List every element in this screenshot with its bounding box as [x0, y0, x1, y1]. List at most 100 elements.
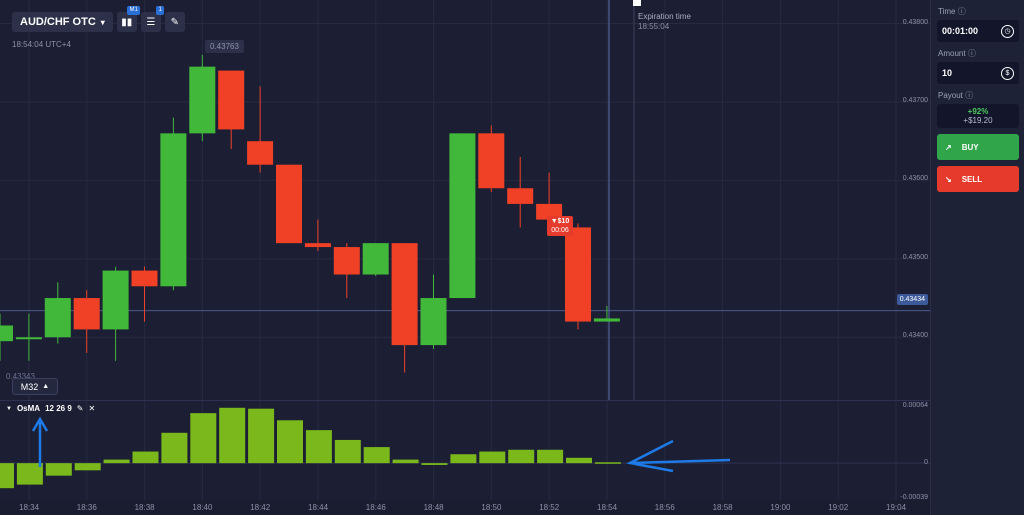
- trade-panel: Time ⓘ 00:01:00 ◷ Amount ⓘ 10 $ Payout ⓘ…: [930, 0, 1024, 515]
- brush-icon: ✎: [170, 16, 179, 28]
- time-tick-label: 18:50: [481, 503, 502, 512]
- close-icon[interactable]: ✕: [88, 404, 96, 413]
- help-icon[interactable]: ⓘ: [967, 49, 976, 58]
- time-tick-label: 19:04: [886, 503, 907, 512]
- osma-tick-label: 0: [924, 459, 928, 467]
- candle-body: [391, 243, 418, 346]
- dollar-icon[interactable]: $: [1001, 66, 1014, 80]
- trade-marker[interactable]: ▼$10 00:06: [547, 216, 573, 236]
- expiration-label: Expiration time: [638, 12, 691, 21]
- time-value: 00:01:00: [942, 26, 979, 36]
- time-tick-label: 18:54: [597, 503, 618, 512]
- chart-type-button[interactable]: ▮▮ M1: [116, 6, 140, 32]
- osma-bar: [16, 463, 43, 485]
- osma-bar: [566, 457, 592, 464]
- candle-body: [218, 70, 245, 130]
- candle-body: [593, 318, 620, 322]
- time-tick-label: 18:42: [250, 503, 271, 512]
- time-tick-label: 18:58: [712, 503, 733, 512]
- candle-body: [449, 133, 476, 299]
- partial-price-label: 0.43343: [6, 372, 35, 381]
- time-tick-label: 18:40: [192, 503, 213, 512]
- candle-body: [102, 270, 129, 330]
- amount-section-label: Amount ⓘ: [938, 48, 1024, 59]
- indicators-button[interactable]: ☰ 1: [140, 6, 164, 32]
- candle-body: [0, 325, 13, 342]
- osma-bar: [277, 420, 303, 464]
- payout-box: +92% +$19.20: [937, 104, 1019, 128]
- high-price-label: 0.43763: [205, 40, 244, 53]
- annotation-arrows: [31, 416, 731, 473]
- candle-body: [333, 247, 360, 275]
- time-tick-label: 19:02: [828, 503, 849, 512]
- drawing-button[interactable]: ✎: [164, 12, 185, 32]
- candlestick-chart[interactable]: [0, 0, 930, 400]
- flag-icon: [633, 0, 641, 6]
- time-tick-label: 18:48: [423, 503, 444, 512]
- osma-bar: [305, 430, 332, 464]
- chart-toolbar: AUD/CHF OTC ▾ ▮▮ M1 ☰ 1 ✎: [12, 6, 185, 32]
- payout-label: Payout: [938, 91, 963, 100]
- sliders-icon: ☰: [146, 16, 156, 28]
- payout-section-label: Payout ⓘ: [938, 90, 1024, 101]
- pencil-icon[interactable]: ✎: [76, 404, 84, 413]
- payout-amount: +$19.20: [963, 116, 993, 125]
- time-tick-label: 18:36: [76, 503, 97, 512]
- osma-bar: [363, 447, 390, 464]
- buy-button[interactable]: ↗ BUY: [937, 134, 1019, 160]
- osma-indicator-panel[interactable]: ▼ OsMA 12 26 9 ✎ ✕ 0.00064 0 -0.00039: [0, 400, 930, 501]
- osma-bar: [537, 449, 564, 464]
- candle-body: [160, 133, 187, 287]
- indicator-params: 12 26 9: [45, 404, 72, 413]
- timeframe-selector[interactable]: M32 ▲: [12, 378, 58, 395]
- indicators-badge: 1: [156, 6, 164, 15]
- trade-timer: 00:06: [551, 227, 569, 234]
- candle-body: [478, 133, 505, 189]
- osma-bar: [594, 462, 621, 464]
- amount-input[interactable]: 10 $: [937, 62, 1019, 84]
- chevron-up-icon: ▲: [42, 383, 50, 390]
- time-input[interactable]: 00:01:00 ◷: [937, 20, 1019, 42]
- asset-name: AUD/CHF OTC: [20, 16, 96, 28]
- time-tick-label: 18:34: [19, 503, 40, 512]
- time-label: Time: [938, 7, 956, 16]
- time-tick-label: 18:44: [308, 503, 329, 512]
- osma-bar: [45, 463, 72, 476]
- osma-bar: [0, 463, 14, 489]
- timeframe-badge: M1: [127, 6, 140, 15]
- candle-body: [15, 337, 42, 340]
- candle-body: [536, 203, 563, 220]
- sell-button[interactable]: ↘ SELL: [937, 166, 1019, 192]
- annotation-arrow-left: [626, 439, 731, 473]
- osma-bar: [479, 451, 506, 464]
- annotation-arrow-up: [31, 416, 49, 467]
- collapse-icon[interactable]: ▼: [6, 405, 12, 412]
- candle-body: [362, 243, 389, 275]
- osma-bar: [421, 463, 448, 465]
- sell-label: SELL: [961, 174, 983, 184]
- amount-value: 10: [942, 68, 953, 78]
- help-icon[interactable]: ⓘ: [965, 91, 974, 100]
- trade-amount: ▼$10: [550, 218, 570, 225]
- osma-bar: [219, 407, 246, 464]
- candle-body: [189, 66, 216, 134]
- price-tick-label: 0.43600: [902, 175, 928, 183]
- buy-label: BUY: [961, 142, 979, 152]
- osma-bar: [190, 413, 217, 464]
- current-price-label: 0.43434: [896, 294, 928, 305]
- osma-bar: [161, 432, 188, 464]
- price-chart[interactable]: AUD/CHF OTC ▾ ▮▮ M1 ☰ 1 ✎ 18:54:04 UTC+4…: [0, 0, 930, 400]
- expiration-time: 18:55:04: [638, 22, 670, 31]
- osma-bar: [74, 463, 101, 471]
- time-tick-label: 18:56: [654, 503, 675, 512]
- help-icon[interactable]: ⓘ: [957, 7, 966, 16]
- osma-tick-label: 0.00064: [902, 402, 928, 409]
- time-tick-label: 18:52: [539, 503, 560, 512]
- asset-selector[interactable]: AUD/CHF OTC ▾: [12, 12, 113, 32]
- candle-body: [420, 298, 447, 346]
- clock-icon[interactable]: ◷: [1001, 24, 1014, 38]
- osma-bar: [508, 449, 535, 464]
- time-section-label: Time ⓘ: [938, 6, 1024, 17]
- clock: 18:54:04 UTC+4: [12, 40, 71, 49]
- price-tick-label: 0.43500: [902, 253, 928, 261]
